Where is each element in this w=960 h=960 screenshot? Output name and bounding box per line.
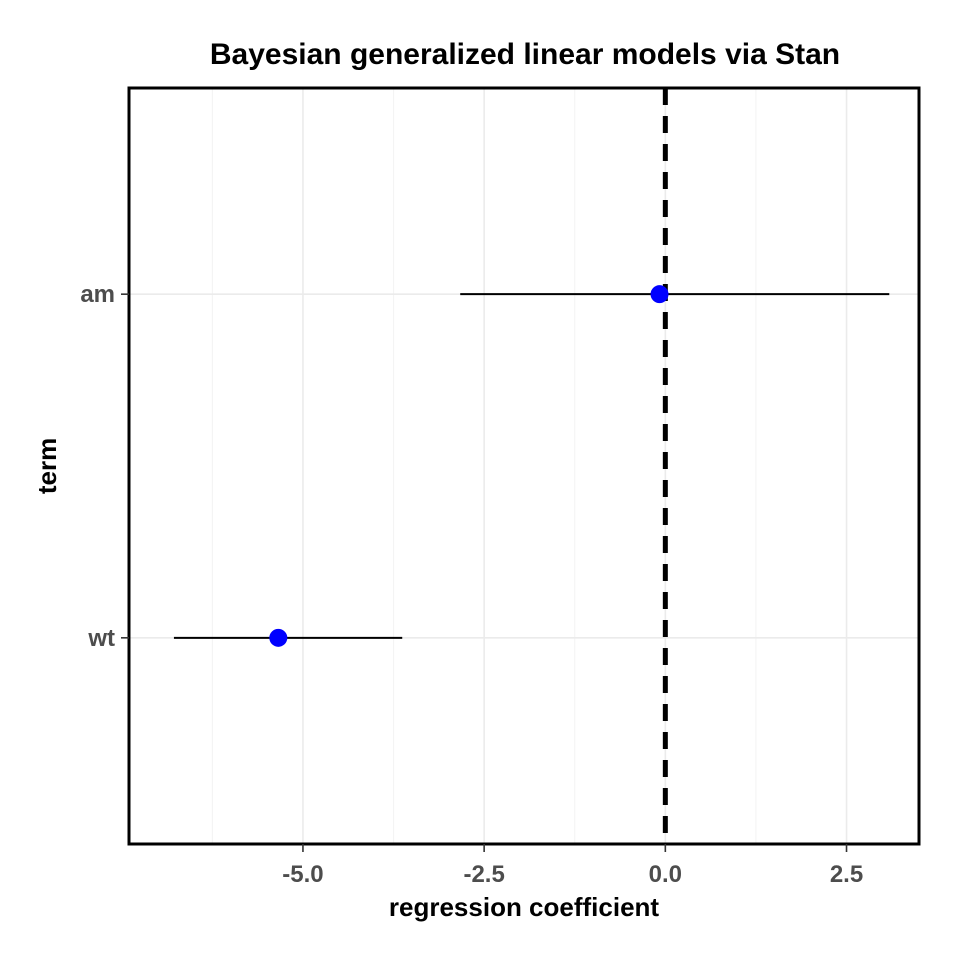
x-tick-label: -2.5	[463, 861, 504, 888]
chart-title: Bayesian generalized linear models via S…	[210, 38, 840, 71]
x-tick-label: 0.0	[649, 861, 682, 888]
x-axis: -5.0 -2.5 0.0 2.5	[282, 844, 863, 888]
panel-border	[127, 86, 921, 846]
y-tick-label-am: am	[80, 281, 115, 308]
y-tick-label-wt: wt	[87, 625, 115, 652]
y-axis-title: term	[32, 438, 62, 494]
point-group	[269, 285, 669, 647]
grid-lines	[129, 88, 919, 844]
x-tick-label: 2.5	[830, 861, 863, 888]
x-axis-title: regression coefficient	[389, 892, 660, 922]
y-axis: wt am	[80, 281, 129, 652]
point-wt	[269, 628, 288, 647]
interval-group	[173, 293, 890, 639]
x-tick-label: -5.0	[282, 861, 323, 888]
point-am	[650, 285, 669, 304]
